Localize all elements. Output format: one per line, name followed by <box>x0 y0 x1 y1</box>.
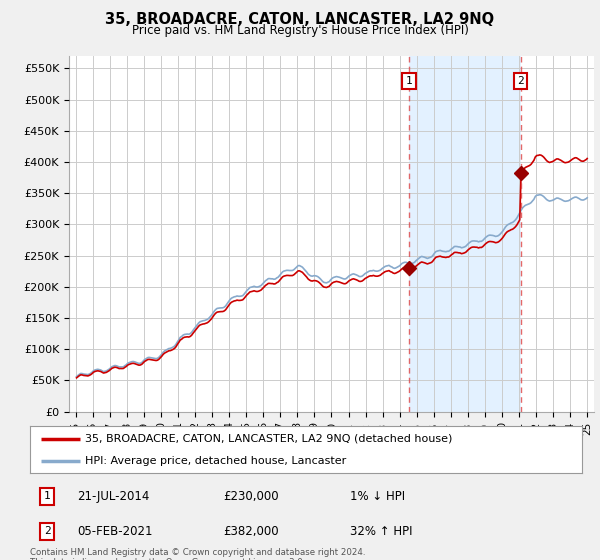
Text: 1% ↓ HPI: 1% ↓ HPI <box>350 490 405 503</box>
Text: 32% ↑ HPI: 32% ↑ HPI <box>350 525 413 538</box>
Text: 1: 1 <box>44 492 50 501</box>
Text: 35, BROADACRE, CATON, LANCASTER, LA2 9NQ: 35, BROADACRE, CATON, LANCASTER, LA2 9NQ <box>106 12 494 27</box>
Text: 05-FEB-2021: 05-FEB-2021 <box>77 525 152 538</box>
Text: 2: 2 <box>517 76 524 86</box>
Text: 35, BROADACRE, CATON, LANCASTER, LA2 9NQ (detached house): 35, BROADACRE, CATON, LANCASTER, LA2 9NQ… <box>85 434 452 444</box>
Bar <box>409 56 521 412</box>
Text: Contains HM Land Registry data © Crown copyright and database right 2024.
This d: Contains HM Land Registry data © Crown c… <box>30 548 365 560</box>
Text: Price paid vs. HM Land Registry's House Price Index (HPI): Price paid vs. HM Land Registry's House … <box>131 24 469 36</box>
Text: HPI: Average price, detached house, Lancaster: HPI: Average price, detached house, Lanc… <box>85 456 346 466</box>
Text: 1: 1 <box>406 76 412 86</box>
Text: 21-JUL-2014: 21-JUL-2014 <box>77 490 149 503</box>
Text: 2: 2 <box>44 526 50 536</box>
Text: £382,000: £382,000 <box>223 525 279 538</box>
Text: £230,000: £230,000 <box>223 490 279 503</box>
